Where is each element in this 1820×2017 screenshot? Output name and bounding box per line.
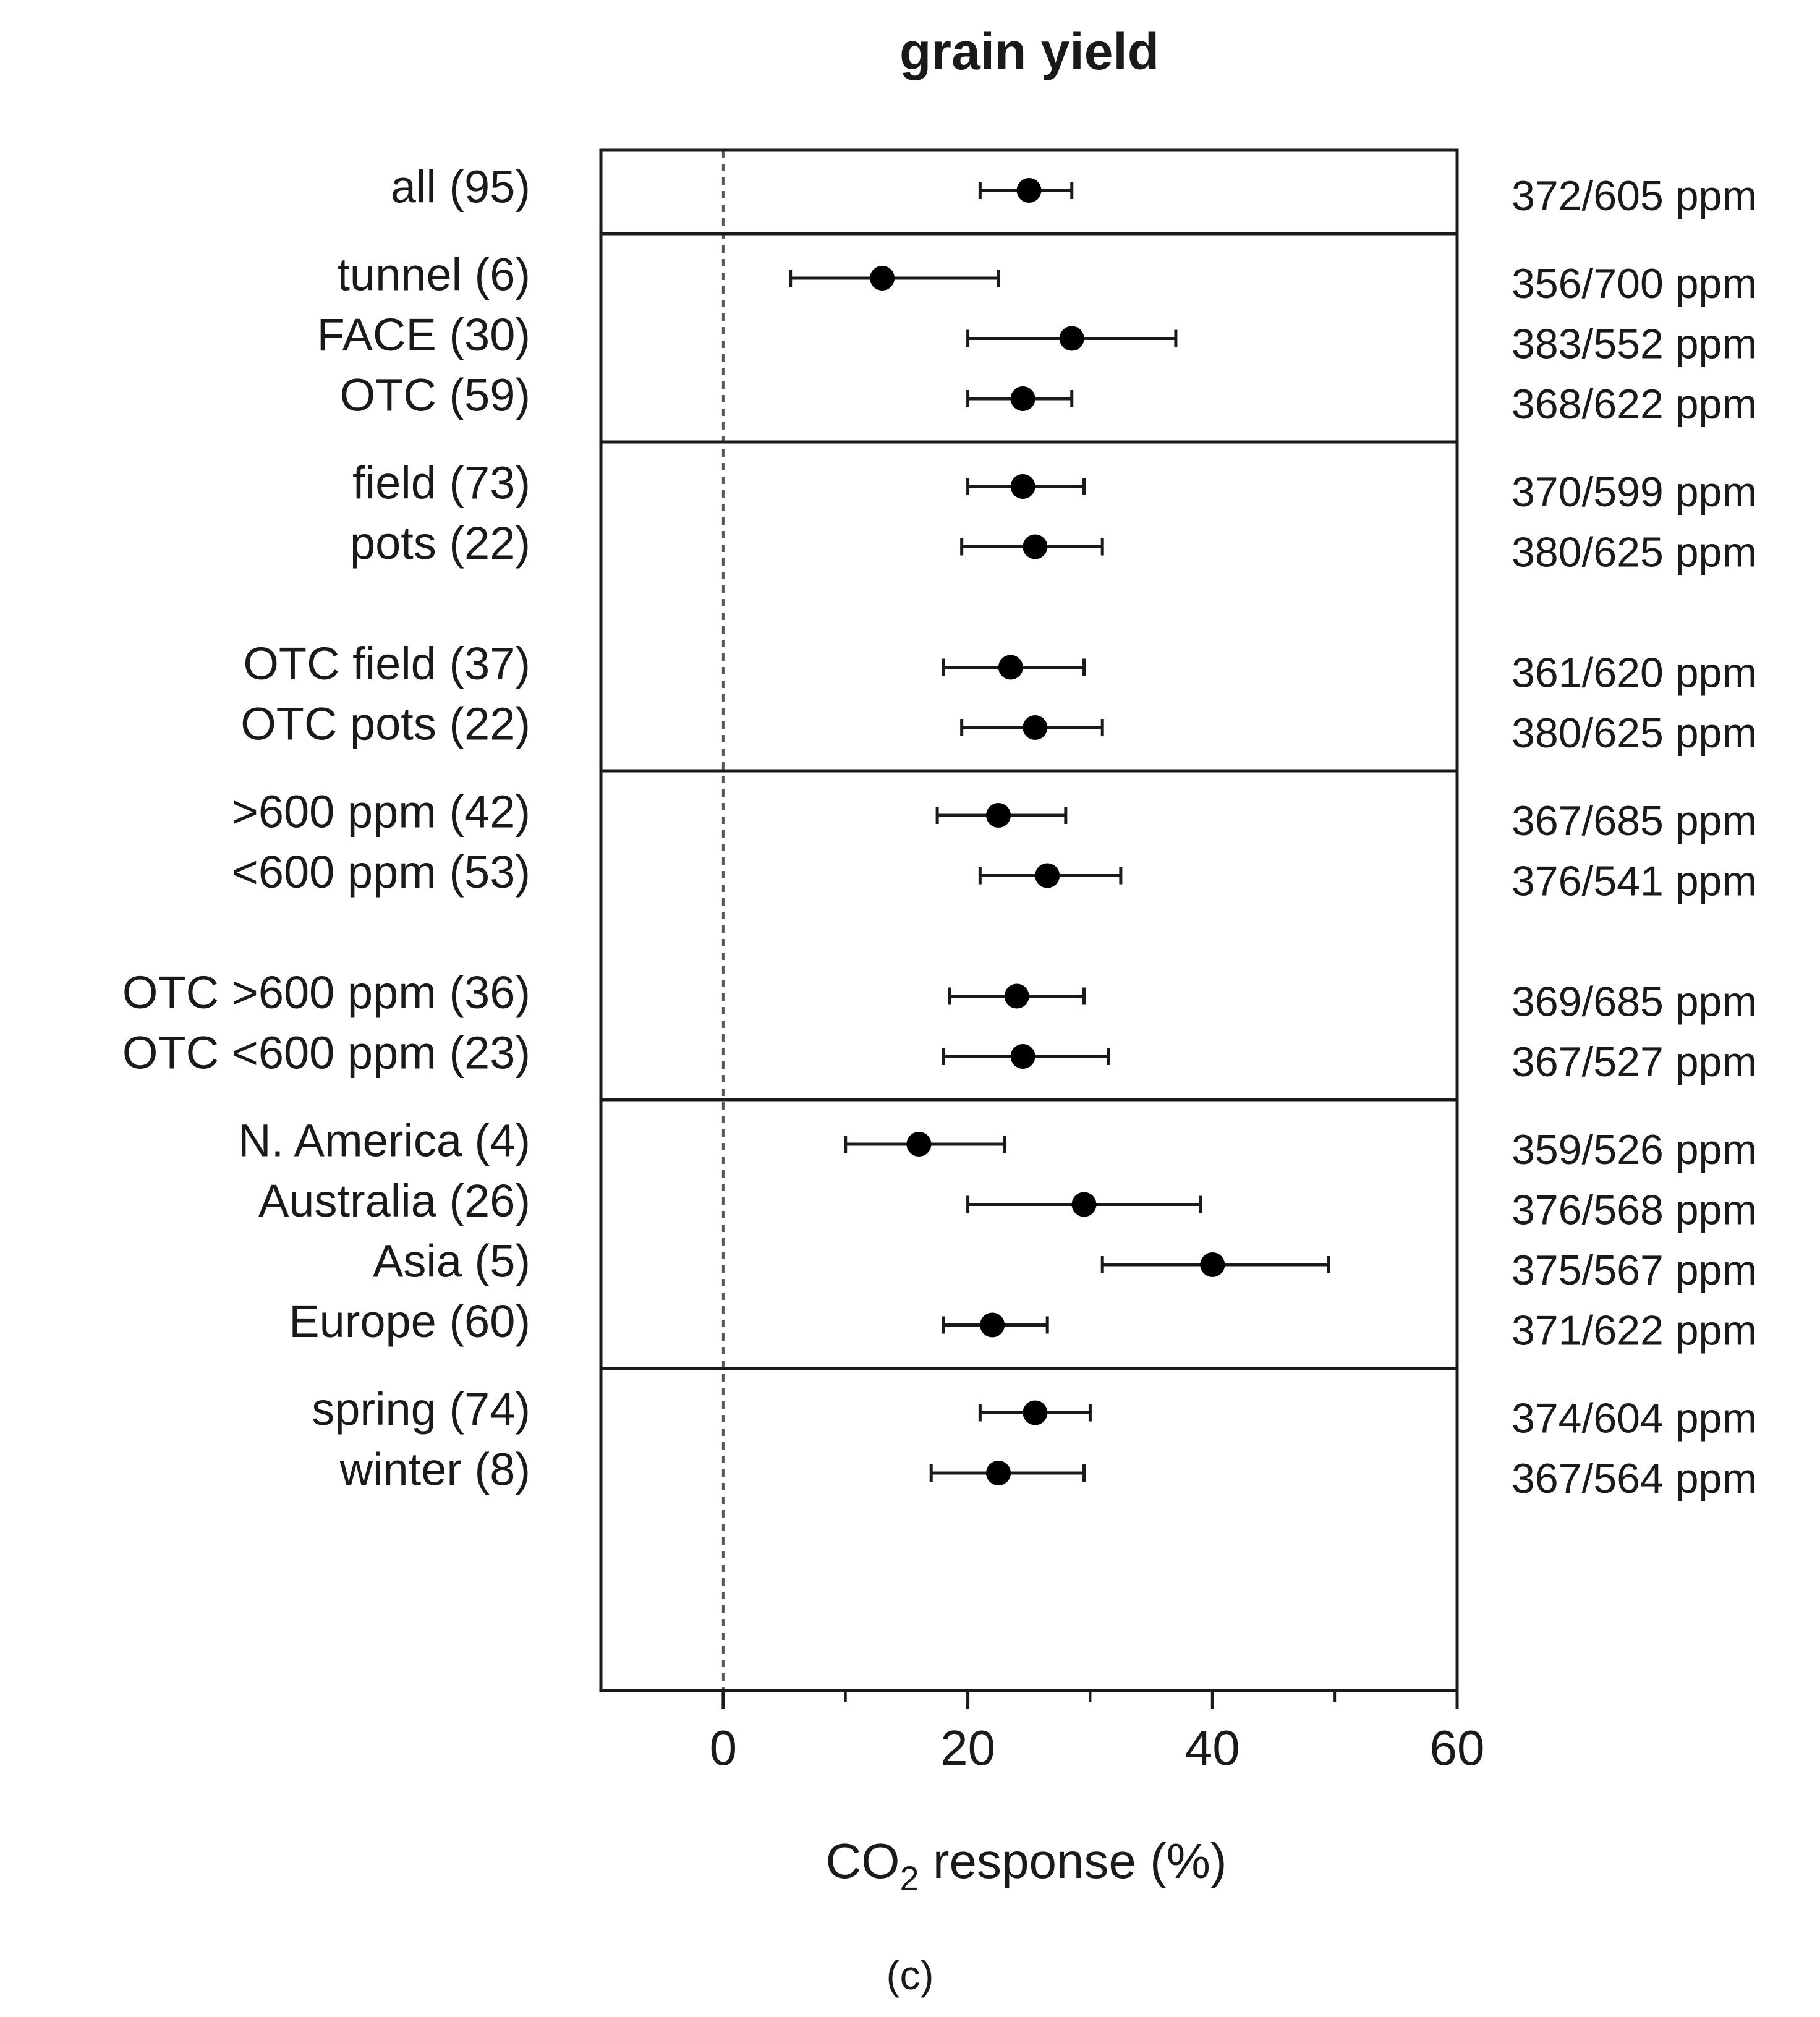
row-label: FACE (30)	[317, 309, 530, 360]
row-label: winter (8)	[339, 1444, 530, 1495]
data-point	[1023, 1400, 1048, 1425]
x-axis-label-main: CO	[825, 1833, 899, 1888]
row-label: spring (74)	[312, 1383, 530, 1435]
ppm-label: 367/564 ppm	[1512, 1455, 1757, 1502]
x-tick-label: 20	[940, 1720, 995, 1775]
data-point	[1059, 326, 1084, 351]
row-label: >600 ppm (42)	[232, 786, 530, 838]
data-point	[1016, 178, 1042, 203]
row-label: OTC >600 ppm (36)	[122, 967, 530, 1018]
data-point	[986, 1461, 1011, 1485]
chart-title: grain yield	[899, 22, 1159, 80]
plot-frame	[599, 148, 1459, 1692]
row-label: OTC <600 ppm (23)	[122, 1027, 530, 1079]
ppm-label: 367/685 ppm	[1512, 797, 1757, 844]
row-label: Australia (26)	[258, 1175, 530, 1226]
x-axis-label: CO2 response (%)	[825, 1833, 1227, 1898]
ppm-label: 372/605 ppm	[1512, 172, 1757, 219]
data-point	[906, 1132, 932, 1157]
ppm-label: 376/541 ppm	[1512, 857, 1757, 904]
data-point	[1023, 534, 1048, 559]
ppm-label: 380/625 ppm	[1512, 529, 1757, 575]
data-point	[1035, 863, 1060, 888]
ppm-label: 375/567 ppm	[1512, 1247, 1757, 1294]
ppm-label: 371/622 ppm	[1512, 1307, 1757, 1354]
ppm-label: 359/526 ppm	[1512, 1126, 1757, 1173]
data-point	[1010, 1044, 1035, 1069]
data-point	[1071, 1192, 1097, 1217]
ppm-label: 361/620 ppm	[1512, 649, 1757, 696]
ppm-label: 383/552 ppm	[1512, 320, 1757, 367]
row-label: Asia (5)	[373, 1236, 530, 1287]
row-label: <600 ppm (53)	[232, 846, 530, 898]
ppm-label: 369/685 ppm	[1512, 978, 1757, 1025]
data-point	[1010, 474, 1035, 499]
ppm-label: 380/625 ppm	[1512, 710, 1757, 757]
data-point	[1010, 386, 1035, 411]
data-point	[986, 803, 1011, 828]
row-label: tunnel (6)	[337, 249, 530, 300]
data-point	[1023, 715, 1048, 740]
x-tick-label: 0	[710, 1720, 738, 1775]
ppm-label: 374/604 ppm	[1512, 1395, 1757, 1442]
x-tick-label: 60	[1430, 1720, 1485, 1775]
data-point	[870, 266, 895, 291]
x-axis-label-rest: response (%)	[919, 1833, 1227, 1888]
ppm-label: 376/568 ppm	[1512, 1186, 1757, 1233]
row-label: pots (22)	[350, 517, 530, 569]
row-label: OTC field (37)	[243, 638, 530, 689]
x-tick-label: 40	[1185, 1720, 1240, 1775]
x-axis-label-subscript: 2	[899, 1859, 919, 1898]
data-point	[980, 1312, 1005, 1338]
data-point	[1200, 1252, 1225, 1277]
row-label: OTC pots (22)	[240, 699, 530, 750]
data-point	[1004, 983, 1029, 1009]
ppm-label: 356/700 ppm	[1512, 260, 1757, 307]
row-label: N. America (4)	[238, 1115, 530, 1166]
ppm-label: 367/527 ppm	[1512, 1038, 1757, 1085]
plot-area: all (95) 372/605 ppm tunnel (6) 356/700 ppm…	[122, 148, 1757, 1775]
panel-label: (c)	[887, 1952, 934, 1998]
ppm-label: 370/599 ppm	[1512, 469, 1757, 516]
row-label: Europe (60)	[289, 1296, 530, 1347]
ppm-label: 368/622 ppm	[1512, 381, 1757, 428]
row-label: field (73)	[352, 457, 530, 509]
data-point	[998, 655, 1023, 680]
row-label: all (95)	[391, 161, 530, 213]
row-label: OTC (59)	[340, 370, 530, 421]
